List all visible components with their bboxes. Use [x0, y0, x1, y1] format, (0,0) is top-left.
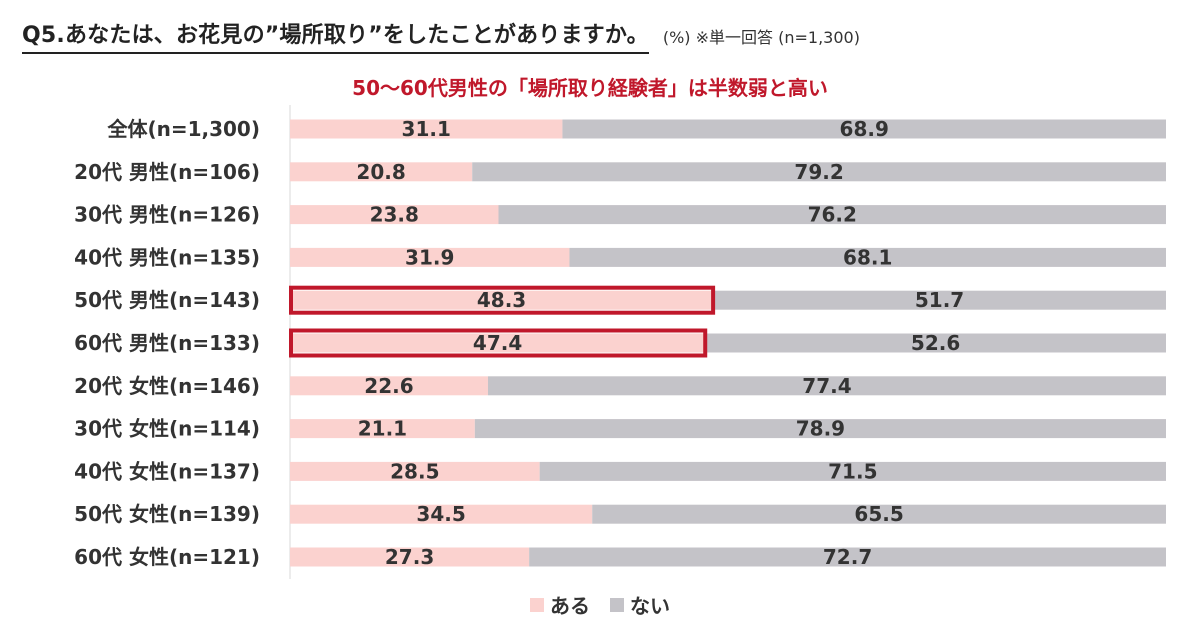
data-label-nai: 72.7 [823, 545, 872, 569]
data-label-aru: 20.8 [356, 160, 405, 184]
data-label-aru: 48.3 [477, 288, 526, 312]
legend-item-nai: ない [610, 590, 670, 619]
stacked-bar-chart: 全体(n=1,300) 31.1 68.9 20代 男性(n=106) 20.8 79.2… [74, 105, 1166, 579]
bar-aru [290, 247, 570, 267]
data-label-nai: 77.4 [802, 374, 851, 398]
bar-aru [290, 461, 540, 481]
bar-nai [562, 119, 1166, 139]
category-label: 60代 男性(n=133) [74, 331, 260, 355]
data-label-nai: 78.9 [796, 417, 845, 441]
category-label: 20代 男性(n=106) [74, 160, 260, 184]
legend-label-nai: ない [630, 594, 670, 618]
bar-aru [290, 205, 499, 225]
bar-aru [290, 504, 593, 524]
category-label: 40代 女性(n=137) [74, 459, 260, 483]
bar-nai [498, 205, 1166, 225]
category-label: 全体(n=1,300) [106, 117, 260, 141]
chart-note: (%) ※単一回答 (n=1,300) [662, 28, 860, 47]
highlight-box [289, 285, 716, 315]
bar-nai [705, 333, 1166, 353]
data-label-nai: 76.2 [808, 203, 857, 227]
legend-swatch-nai [610, 597, 624, 612]
bar-nai [472, 162, 1166, 182]
bar-aru [290, 376, 488, 396]
category-label: 30代 女性(n=114) [74, 417, 260, 441]
data-label-aru: 31.1 [402, 117, 451, 141]
bar-nai [539, 461, 1166, 481]
data-label-aru: 34.5 [416, 502, 465, 526]
bar-aru [290, 290, 714, 310]
bar-nai [713, 290, 1166, 310]
data-label-aru: 27.3 [385, 545, 434, 569]
data-label-aru: 23.8 [370, 203, 419, 227]
category-label: 50代 女性(n=139) [74, 502, 260, 526]
category-label: 50代 男性(n=143) [74, 288, 260, 312]
category-label: 60代 女性(n=121) [74, 545, 260, 569]
category-label: 20代 女性(n=146) [74, 374, 260, 398]
legend: ある ない [0, 590, 1200, 619]
bar-nai [529, 547, 1166, 567]
data-label-aru: 28.5 [390, 459, 439, 483]
chart-title: Q5.あなたは、お花見の”場所取り”をしたことがありますか。 [22, 17, 649, 54]
bar-aru [290, 119, 563, 139]
data-label-aru: 22.6 [364, 374, 413, 398]
bar-nai [592, 504, 1166, 524]
bar-aru [290, 547, 530, 567]
legend-label-aru: ある [550, 594, 590, 618]
bar-nai [487, 376, 1166, 396]
bar-aru [290, 162, 473, 182]
bar-nai [474, 419, 1166, 439]
legend-swatch-aru [530, 597, 544, 612]
data-label-nai: 68.1 [843, 245, 892, 269]
data-label-nai: 68.9 [840, 117, 889, 141]
data-label-nai: 51.7 [915, 288, 964, 312]
data-label-aru: 31.9 [405, 245, 454, 269]
data-label-nai: 65.5 [854, 502, 903, 526]
title-block: Q5.あなたは、お花見の”場所取り”をしたことがありますか。 (%) ※単一回答… [22, 14, 860, 54]
bar-aru [290, 419, 475, 439]
chart-headline: 50～60代男性の「場所取り経験者」は半数弱と高い [352, 76, 828, 100]
data-label-nai: 79.2 [794, 160, 843, 184]
bar-aru [290, 333, 706, 353]
data-label-aru: 47.4 [473, 331, 522, 355]
highlight-box [289, 328, 708, 358]
data-label-nai: 52.6 [911, 331, 960, 355]
legend-item-aru: ある [530, 590, 590, 619]
category-label: 40代 男性(n=135) [74, 245, 260, 269]
data-label-nai: 71.5 [828, 459, 877, 483]
bar-nai [569, 247, 1166, 267]
category-label: 30代 男性(n=126) [74, 203, 260, 227]
data-label-aru: 21.1 [358, 417, 407, 441]
